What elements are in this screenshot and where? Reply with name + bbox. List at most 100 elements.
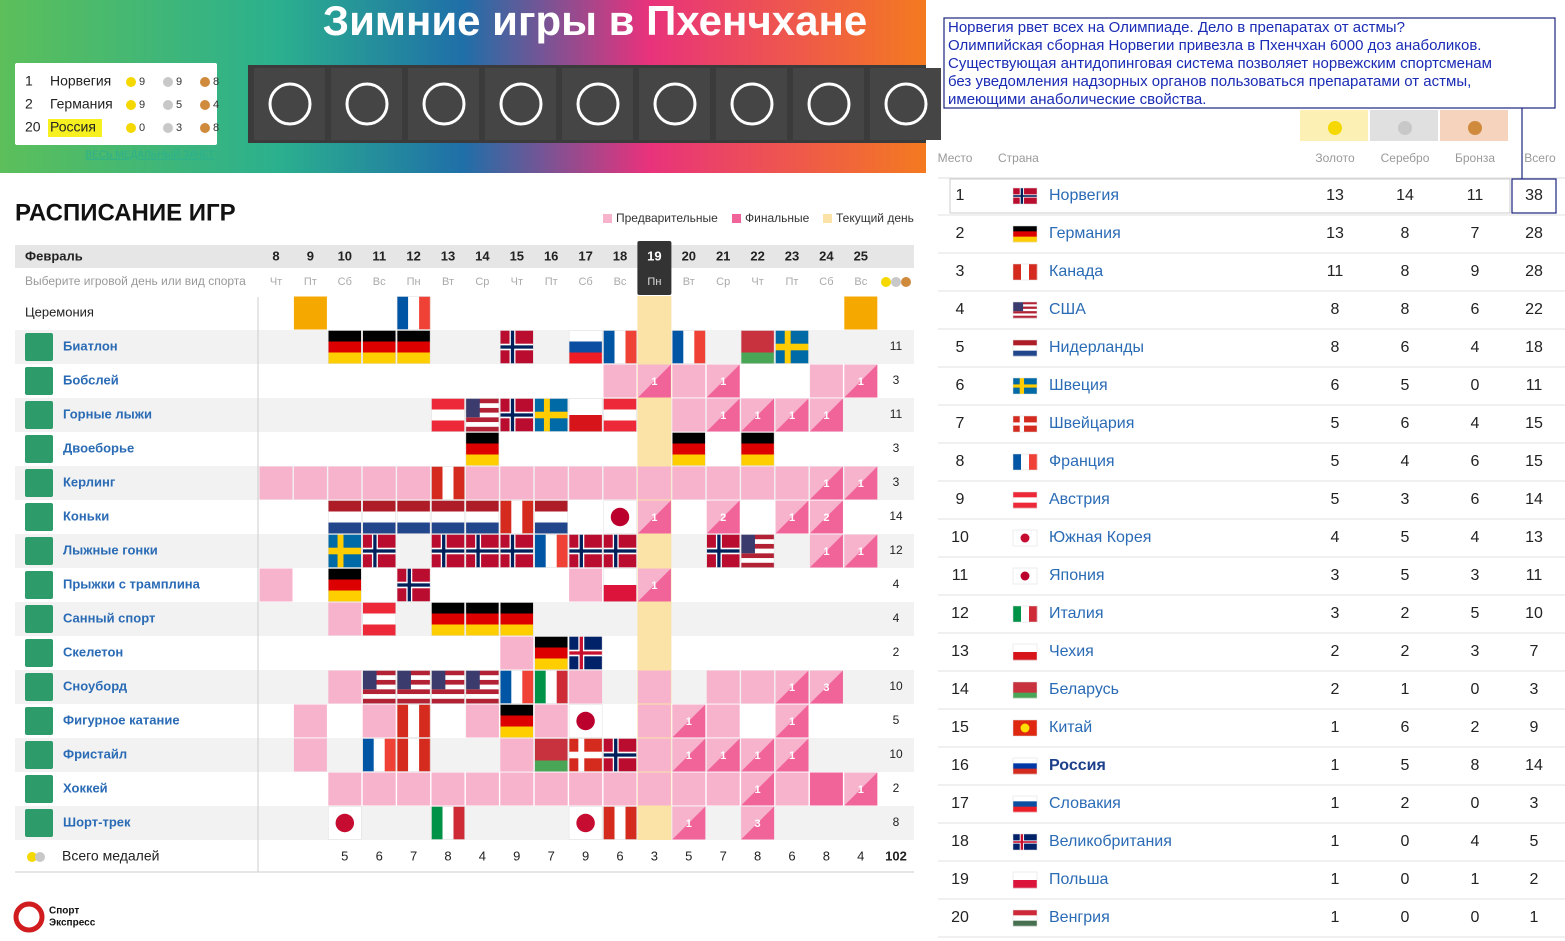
sport-icon-tile bbox=[485, 68, 556, 140]
day-label[interactable]: 25 bbox=[854, 248, 868, 263]
flag-part bbox=[1013, 841, 1037, 843]
country[interactable]: Россия bbox=[1049, 757, 1106, 774]
day-label[interactable]: 14 bbox=[475, 248, 490, 263]
flag-border bbox=[1012, 491, 1038, 509]
flag-border bbox=[465, 602, 500, 636]
final-count: 1 bbox=[755, 750, 761, 762]
place: 11 bbox=[952, 567, 969, 584]
flag-part bbox=[384, 738, 396, 772]
flag-part bbox=[1013, 264, 1022, 280]
sport-name[interactable]: Биатлон bbox=[63, 338, 118, 353]
country[interactable]: Франция bbox=[1049, 453, 1115, 470]
day-label[interactable]: 24 bbox=[819, 248, 834, 263]
country[interactable]: США bbox=[1049, 301, 1086, 318]
flag bbox=[500, 670, 534, 704]
day-label[interactable]: 10 bbox=[338, 248, 352, 263]
sport-name[interactable]: Сноуборд bbox=[63, 678, 128, 693]
country[interactable]: Германия bbox=[1049, 225, 1121, 242]
country[interactable]: Канада bbox=[1049, 263, 1103, 280]
sport-name[interactable]: Двоеборье bbox=[63, 440, 134, 455]
sport-name[interactable]: Лыжные гонки bbox=[63, 542, 158, 557]
flag-part bbox=[1013, 806, 1037, 813]
sport-name[interactable]: Бобслей bbox=[63, 372, 119, 387]
day-label[interactable]: 9 bbox=[307, 248, 314, 263]
day-label[interactable]: 21 bbox=[716, 248, 730, 263]
day-label[interactable]: 19 bbox=[647, 248, 661, 263]
day-label[interactable]: 12 bbox=[406, 248, 420, 263]
sport-medals: 5 bbox=[893, 713, 900, 727]
country[interactable]: Австрия bbox=[1049, 491, 1110, 508]
flag-part bbox=[500, 624, 534, 636]
flag bbox=[500, 534, 534, 568]
gold: 5 bbox=[1331, 491, 1340, 508]
preliminary-cell bbox=[259, 466, 293, 500]
flag-part bbox=[362, 670, 396, 676]
flag bbox=[431, 398, 465, 432]
day-label[interactable]: 16 bbox=[544, 248, 558, 263]
day-label[interactable]: 8 bbox=[272, 248, 279, 263]
sport-icon bbox=[25, 571, 53, 599]
country[interactable]: Италия bbox=[1049, 605, 1103, 622]
day-label[interactable]: 17 bbox=[578, 248, 592, 263]
country[interactable]: Южная Корея bbox=[1049, 529, 1151, 546]
sport-name[interactable]: Хоккей bbox=[63, 780, 108, 795]
top-bronze: 4 bbox=[213, 99, 219, 111]
day-label[interactable]: 13 bbox=[441, 248, 455, 263]
sport-name[interactable]: Фристайл bbox=[63, 746, 127, 761]
sport-name[interactable]: Горные лыжи bbox=[63, 406, 152, 421]
final-count: 1 bbox=[686, 818, 692, 830]
medal-icon bbox=[27, 852, 37, 862]
place: 3 bbox=[956, 263, 965, 280]
flag-part bbox=[465, 675, 499, 681]
country[interactable]: Швеция bbox=[1049, 377, 1108, 394]
flag-border bbox=[568, 738, 603, 772]
sport-name[interactable]: Керлинг bbox=[63, 474, 116, 489]
country[interactable]: Швейцария bbox=[1049, 415, 1134, 432]
country[interactable]: Беларусь bbox=[1049, 681, 1119, 698]
place: 5 bbox=[956, 339, 965, 356]
sport-icon-tile bbox=[870, 68, 941, 140]
country[interactable]: Чехия bbox=[1049, 643, 1094, 660]
total-highlight bbox=[1511, 178, 1557, 214]
flag-part bbox=[534, 760, 568, 772]
flag-part bbox=[1013, 910, 1037, 916]
day-label[interactable]: 20 bbox=[682, 248, 696, 263]
country[interactable]: Венгрия bbox=[1049, 909, 1110, 926]
day-label[interactable]: 23 bbox=[785, 248, 799, 263]
flag-border bbox=[431, 466, 465, 500]
place: 7 bbox=[956, 415, 965, 432]
sport-medals: 4 bbox=[893, 611, 900, 625]
country[interactable]: Великобритания bbox=[1049, 833, 1172, 850]
country[interactable]: Китай bbox=[1049, 719, 1092, 736]
final-count: 3 bbox=[755, 818, 761, 830]
day-label[interactable]: 22 bbox=[750, 248, 764, 263]
total: 3 bbox=[1530, 681, 1539, 698]
day-label[interactable]: 18 bbox=[613, 248, 627, 263]
total: 9 bbox=[1530, 719, 1539, 736]
medal-link[interactable]: ВЕСЬ МЕДАЛЬНЫЙ ЗАЧЕТ bbox=[85, 148, 214, 161]
flag bbox=[362, 602, 396, 636]
sport-name[interactable]: Коньки bbox=[63, 508, 109, 523]
preliminary-cell bbox=[431, 772, 465, 806]
day-label[interactable]: 11 bbox=[372, 248, 386, 263]
country[interactable]: Япония bbox=[1049, 567, 1105, 584]
top-gold: 9 bbox=[139, 99, 145, 111]
day-total: 7 bbox=[548, 848, 555, 863]
day-total: 8 bbox=[823, 848, 830, 863]
sport-name[interactable]: Шорт-трек bbox=[63, 814, 131, 829]
sport-name[interactable]: Фигурное катание bbox=[63, 712, 180, 727]
sport-name[interactable]: Прыжки с трамплина bbox=[63, 576, 201, 591]
country[interactable]: Словакия bbox=[1049, 795, 1121, 812]
day-label[interactable]: 15 bbox=[510, 248, 524, 263]
total: 2 bbox=[1530, 871, 1539, 888]
country[interactable]: Нидерланды bbox=[1049, 339, 1144, 356]
country[interactable]: Норвегия bbox=[1049, 187, 1119, 204]
bronze: 0 bbox=[1471, 795, 1480, 812]
country[interactable]: Польша bbox=[1049, 871, 1109, 888]
sport-name[interactable]: Санный спорт bbox=[63, 610, 155, 625]
flag bbox=[1012, 605, 1038, 623]
sport-name[interactable]: Скелетон bbox=[63, 644, 123, 659]
flag-part bbox=[465, 549, 499, 553]
flag-part bbox=[1013, 606, 1022, 622]
weekday-label: Ср bbox=[716, 276, 730, 288]
